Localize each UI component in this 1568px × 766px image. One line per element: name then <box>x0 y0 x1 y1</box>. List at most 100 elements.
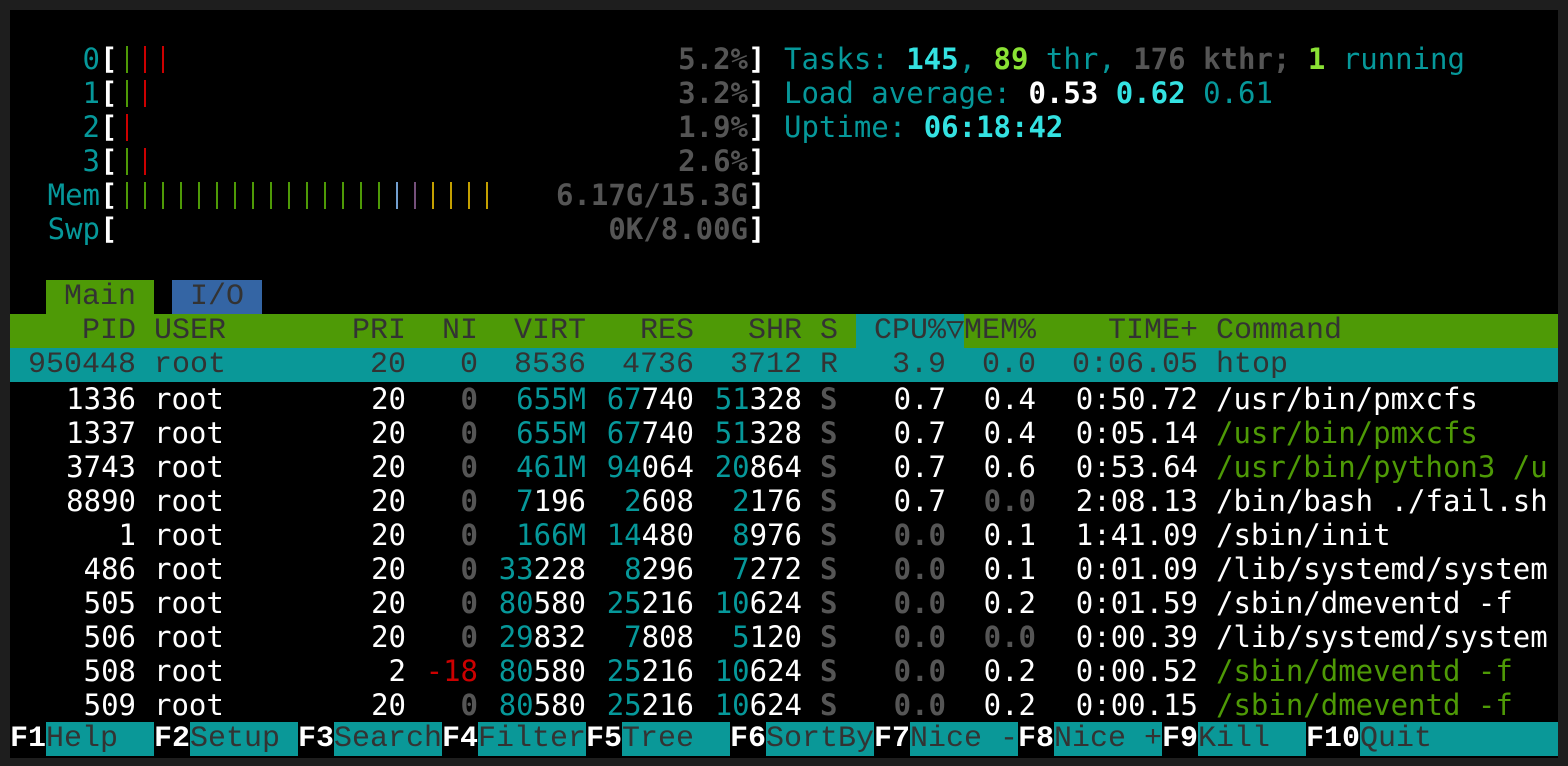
tab-io[interactable]: I/O <box>172 280 262 314</box>
process-row[interactable]: 486 root 20 0 33228 8296 7272 S 0.0 0.1 0:01.09/li… <box>10 552 1558 586</box>
process-s: S <box>820 586 838 620</box>
footer-button-search[interactable]: Search <box>334 722 443 756</box>
meter-close-bracket: ] <box>748 212 766 246</box>
footer-button-tree[interactable]: Tree <box>622 722 730 756</box>
meter-bar-used <box>208 178 226 212</box>
process-mem: 0.4 <box>983 382 1036 416</box>
header-time[interactable]: TIME+ <box>1107 314 1198 348</box>
process-command: /sbin/dmeventd -f <box>1216 688 1513 722</box>
process-virt: 461M <box>516 450 586 484</box>
footer-button-filter[interactable]: Filter <box>478 722 587 756</box>
header-s[interactable]: S <box>820 314 839 348</box>
process-s: S <box>820 620 838 654</box>
column-header-bar: PID USER PRI NI VIRT RES SHR S CPU% ▽ MEM% TIME+ Com… <box>10 314 1558 348</box>
process-row[interactable]: 1 root 20 0 166M 14480 8976 S 0.0 0.1 1:41.09/sbin… <box>10 518 1558 552</box>
footer-key-f3[interactable]: F3 <box>298 722 335 756</box>
tab-main[interactable]: Main <box>46 280 154 314</box>
header-command[interactable]: Command <box>1216 314 1343 348</box>
process-row[interactable]: 8890 root 20 0 7196 2608 2176 S 0.7 0.0 2:08.13/bi… <box>10 484 1558 518</box>
footer-key-f6[interactable]: F6 <box>730 722 767 756</box>
footer-key-f1[interactable]: F1 <box>10 722 47 756</box>
meter-bar-used <box>316 178 334 212</box>
header-sort-arrow[interactable]: ▽ <box>946 314 965 348</box>
process-ni: 0 <box>460 382 478 416</box>
process-res: 4736 <box>621 348 694 382</box>
process-virt: 7196 <box>516 484 586 518</box>
footer-key-f5[interactable]: F5 <box>586 722 623 756</box>
meter-open-bracket: [ <box>100 76 118 110</box>
footer-key-f2[interactable]: F2 <box>154 722 191 756</box>
process-row[interactable]: 3743 root 20 0 461M 94064 20864 S 0.7 0.6 0:53.64 /… <box>10 450 1558 484</box>
process-shr: 3712 <box>729 348 802 382</box>
cpu-meter-label: 1 <box>82 76 100 110</box>
process-res: 94064 <box>606 450 694 484</box>
process-pri: 2 <box>388 654 406 688</box>
footer-button-kill[interactable]: Kill <box>1198 722 1306 756</box>
header-user[interactable]: USER <box>154 314 227 348</box>
process-ni: 0 <box>460 518 478 552</box>
process-pri: 20 <box>369 348 406 382</box>
footer-button-help[interactable]: Help <box>46 722 154 756</box>
process-shr: 10624 <box>714 654 802 688</box>
header-pid[interactable]: PID <box>81 314 136 348</box>
header-cpu[interactable]: CPU% <box>873 314 946 348</box>
meter-bar-used <box>370 178 388 212</box>
process-user: root <box>154 416 224 450</box>
process-mem: 0.2 <box>983 654 1036 688</box>
process-time: 0:01.09 <box>1075 552 1198 586</box>
process-row[interactable]: 508 root 2 -18 80580 25216 10624 S 0.0 0.2 0:00.52… <box>10 654 1558 688</box>
process-pid: 505 <box>83 586 136 620</box>
process-row[interactable]: 950448 root 20 0 8536 4736 3712 R 3.9 0.0 0:06.05 h… <box>10 348 1558 382</box>
process-res: 7808 <box>624 620 694 654</box>
footer-key-f4[interactable]: F4 <box>442 722 479 756</box>
meter-bar-kernel <box>118 110 136 144</box>
footer-key-f7[interactable]: F7 <box>874 722 911 756</box>
process-user: root <box>154 450 224 484</box>
process-res: 67740 <box>606 382 694 416</box>
footer-button-nice[interactable]: Nice + <box>1054 722 1163 756</box>
header-pri[interactable]: PRI <box>351 314 406 348</box>
process-row[interactable]: 505 root 20 0 80580 25216 10624 S 0.0 0.2 0:01.59 /… <box>10 586 1558 620</box>
process-ni: 0 <box>460 484 478 518</box>
process-pid: 950448 <box>27 348 136 382</box>
process-user: root <box>154 552 224 586</box>
process-mem: 0.0 <box>983 620 1036 654</box>
meter-bar-used <box>244 178 262 212</box>
header-mem[interactable]: MEM% <box>963 314 1036 348</box>
footer-key-f9[interactable]: F9 <box>1162 722 1199 756</box>
footer-button-sortby[interactable]: SortBy <box>766 722 875 756</box>
process-shr: 10624 <box>714 586 802 620</box>
process-row[interactable]: 1336 root 20 0 655M 67740 51328 S 0.7 0.4 0:50.72 /… <box>10 382 1558 416</box>
process-virt: 80580 <box>498 654 586 688</box>
footer-button-quit[interactable]: Quit <box>1360 722 1558 756</box>
load-5min: 0.62 <box>1115 76 1186 110</box>
footer-button-nice[interactable]: Nice - <box>910 722 1019 756</box>
footer-key-f8[interactable]: F8 <box>1018 722 1055 756</box>
process-row[interactable]: 509 root 20 0 80580 25216 10624 S 0.0 0.2 0:00.15 /… <box>10 688 1558 722</box>
process-time: 2:08.13 <box>1075 484 1198 518</box>
process-pid: 1336 <box>66 382 136 416</box>
htop-terminal[interactable]: 0[5.2%] 1[3.2%] 2[1.9%] 3[2.6%] Mem[6.17G/15… <box>10 10 1558 758</box>
process-pri: 20 <box>371 450 406 484</box>
meter-bar-used <box>352 178 370 212</box>
header-res[interactable]: RES <box>639 314 694 348</box>
header-shr[interactable]: SHR <box>747 314 802 348</box>
footer-key-f10[interactable]: F10 <box>1306 722 1361 756</box>
header-ni[interactable]: NI <box>441 314 478 348</box>
meter-close-bracket: ] <box>748 42 766 76</box>
header-virt[interactable]: VIRT <box>513 314 586 348</box>
separator: , <box>958 42 994 76</box>
process-ni: 0 <box>459 348 478 382</box>
meter-bar-used <box>154 178 172 212</box>
process-virt: 33228 <box>498 552 586 586</box>
footer-button-setup[interactable]: Setup <box>190 722 298 756</box>
memory-meter-value: 6.17G/15.3G <box>555 178 748 212</box>
process-pri: 20 <box>371 518 406 552</box>
process-row[interactable]: 506 root 20 0 29832 7808 5120 S 0.0 0.0 0:00.39/li… <box>10 620 1558 654</box>
process-res: 8296 <box>624 552 694 586</box>
process-shr: 7272 <box>732 552 802 586</box>
process-row[interactable]: 1337 root 20 0 655M 67740 51328 S 0.7 0.4 0:05.14 /… <box>10 416 1558 450</box>
process-pid: 509 <box>83 688 136 722</box>
process-s: S <box>820 484 838 518</box>
process-mem: 0.4 <box>983 416 1036 450</box>
